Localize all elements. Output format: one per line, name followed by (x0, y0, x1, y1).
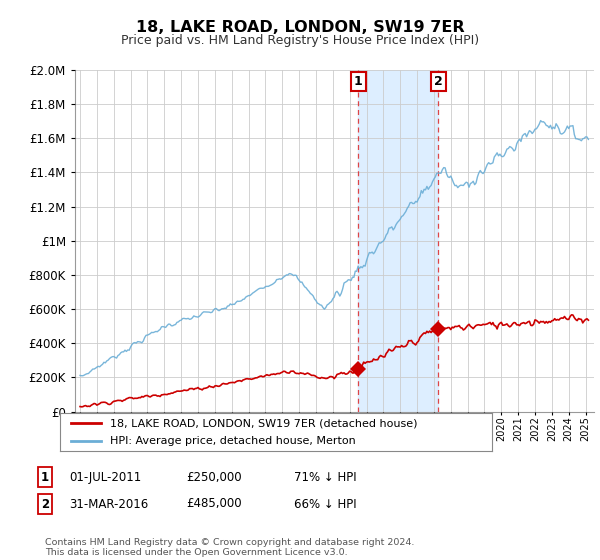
Text: 18, LAKE ROAD, LONDON, SW19 7ER: 18, LAKE ROAD, LONDON, SW19 7ER (136, 20, 464, 35)
Text: 1: 1 (41, 470, 49, 484)
Text: 2: 2 (41, 497, 49, 511)
Text: 2: 2 (434, 75, 443, 88)
Text: Contains HM Land Registry data © Crown copyright and database right 2024.
This d: Contains HM Land Registry data © Crown c… (45, 538, 415, 557)
Text: HPI: Average price, detached house, Merton: HPI: Average price, detached house, Mert… (110, 436, 355, 446)
Text: 1: 1 (354, 75, 362, 88)
Text: 71% ↓ HPI: 71% ↓ HPI (294, 470, 356, 484)
Text: 01-JUL-2011: 01-JUL-2011 (69, 470, 141, 484)
Text: 18, LAKE ROAD, LONDON, SW19 7ER (detached house): 18, LAKE ROAD, LONDON, SW19 7ER (detache… (110, 418, 417, 428)
Text: £250,000: £250,000 (186, 470, 242, 484)
Text: 66% ↓ HPI: 66% ↓ HPI (294, 497, 356, 511)
Bar (358, 70, 438, 412)
Text: 31-MAR-2016: 31-MAR-2016 (69, 497, 148, 511)
Text: £485,000: £485,000 (186, 497, 242, 511)
Text: Price paid vs. HM Land Registry's House Price Index (HPI): Price paid vs. HM Land Registry's House … (121, 34, 479, 46)
